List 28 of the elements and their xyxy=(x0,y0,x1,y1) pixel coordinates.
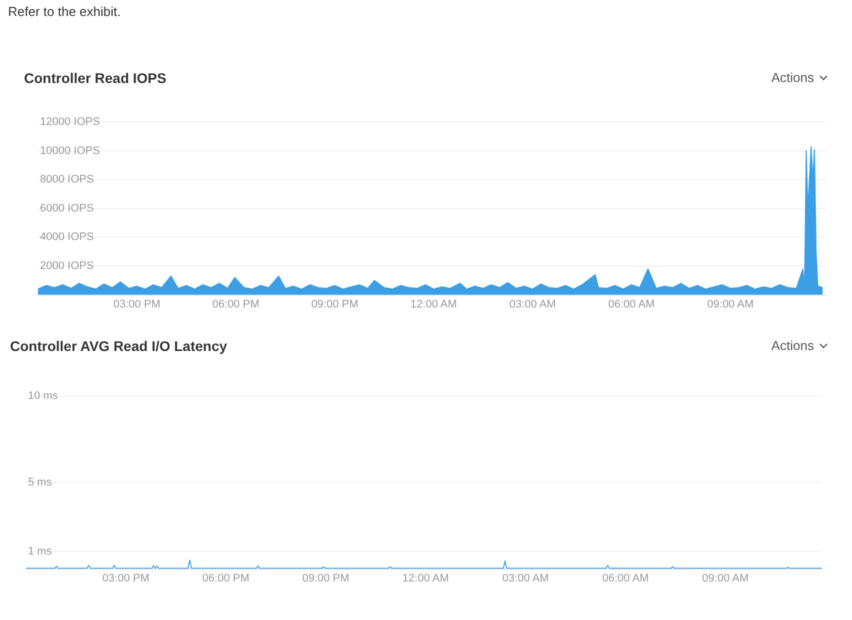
x-tick-label: 06:00 AM xyxy=(602,572,649,584)
x-tick-label: 09:00 PM xyxy=(302,572,350,584)
y-tick-label: 10 ms xyxy=(28,390,58,402)
x-tick-label: 06:00 PM xyxy=(212,298,260,310)
y-tick-label: 10000 IOPS xyxy=(40,144,100,157)
y-tick-label: 1 ms xyxy=(28,546,52,558)
y-tick-label: 8000 IOPS xyxy=(40,174,94,186)
y-tick-label: 12000 IOPS xyxy=(40,116,100,128)
x-tick-label: 09:00 AM xyxy=(707,298,754,310)
x-tick-label: 06:00 AM xyxy=(608,298,655,310)
x-tick-label: 09:00 PM xyxy=(311,298,358,310)
y-tick-label: 4000 IOPS xyxy=(40,231,94,244)
text: Actions xyxy=(771,70,814,85)
y-tick-label: 5 ms xyxy=(28,476,52,488)
text: Actions xyxy=(771,338,814,353)
text: Refer to the exhibit. xyxy=(8,4,121,19)
x-tick-label: 12:00 AM xyxy=(410,298,457,310)
y-tick-label: 6000 IOPS xyxy=(40,202,94,214)
y-tick-label: 2000 IOPS xyxy=(40,260,94,272)
x-tick-label: 03:00 PM xyxy=(102,572,150,584)
x-tick-label: 09:00 AM xyxy=(702,572,749,584)
chart-title: Controller AVG Read I/O Latency xyxy=(10,338,228,354)
x-tick-label: 03:00 AM xyxy=(502,572,549,584)
x-tick-label: 03:00 PM xyxy=(113,298,160,310)
chart-title: Controller Read IOPS xyxy=(24,70,166,86)
x-tick-label: 06:00 PM xyxy=(202,572,250,584)
x-tick-label: 12:00 AM xyxy=(402,572,449,584)
x-tick-label: 03:00 AM xyxy=(509,298,556,310)
